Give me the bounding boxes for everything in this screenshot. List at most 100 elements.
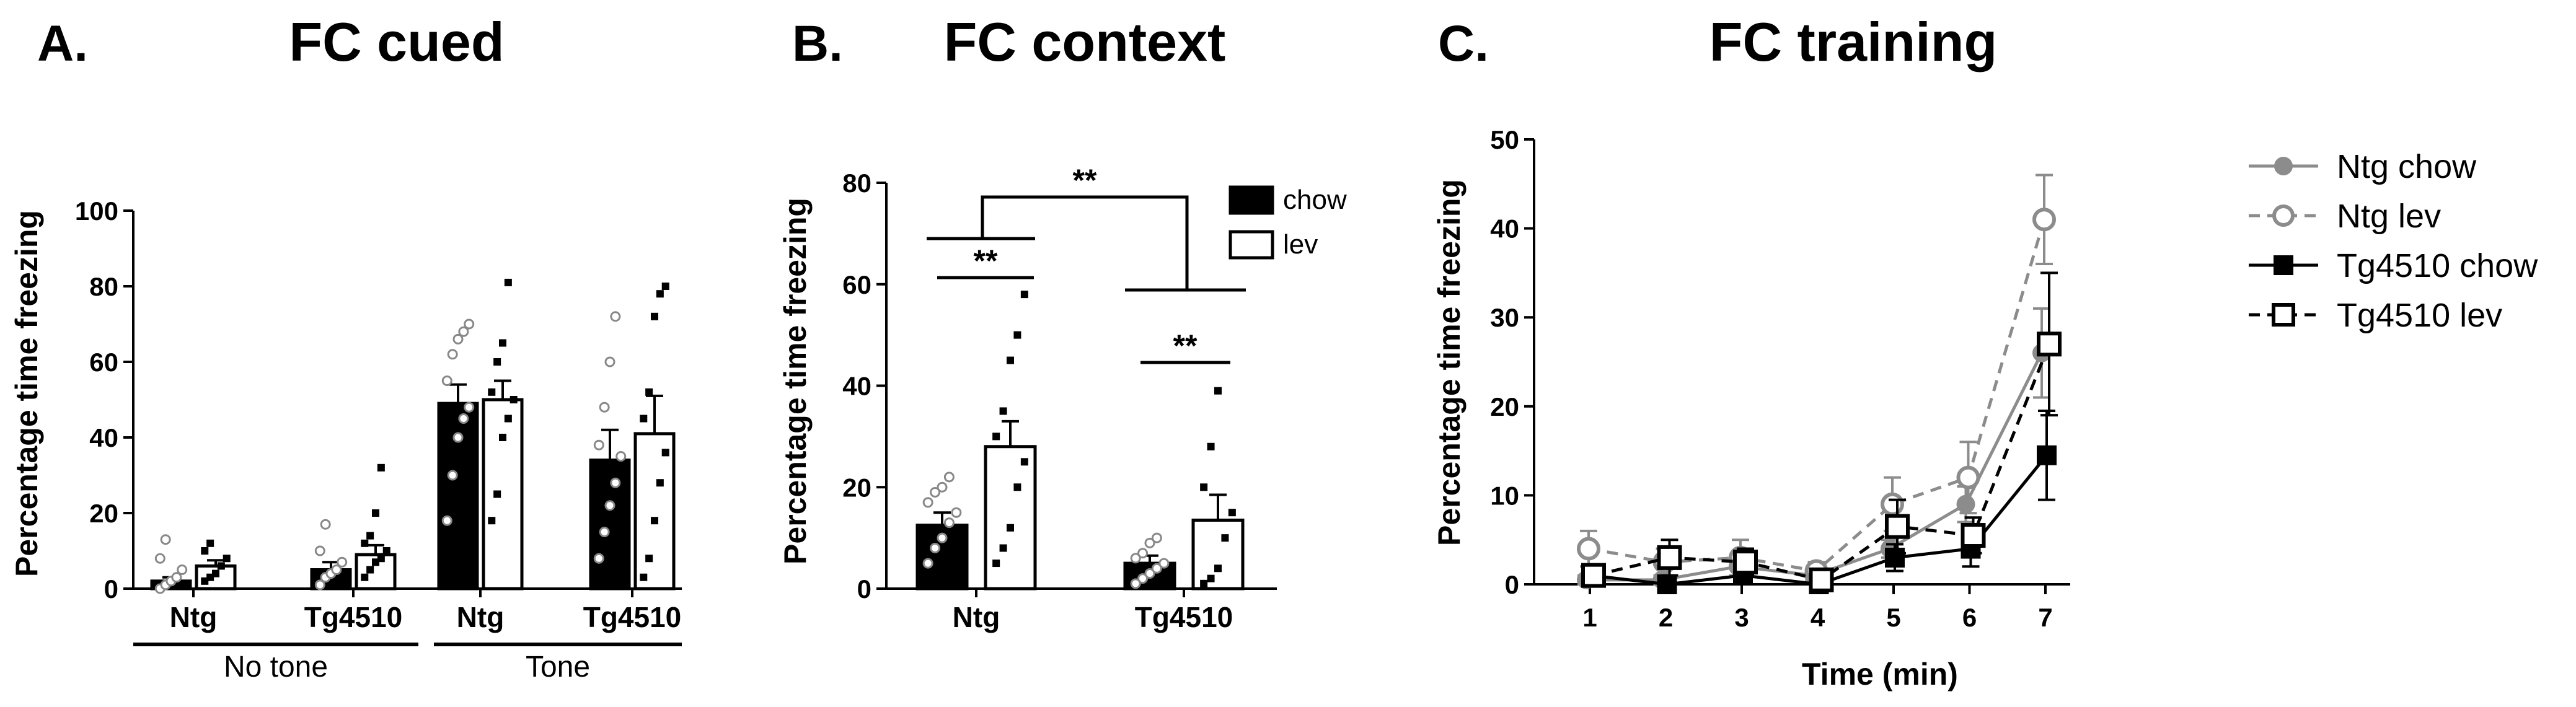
- panel-b-legend-swatch: [1228, 230, 1274, 260]
- panel-c-point: [1657, 574, 1677, 594]
- a-y-tick-label: 80: [89, 272, 118, 301]
- panel-c-point: [2037, 445, 2057, 465]
- panel-c: C. FC training Percentage time freezing …: [1432, 11, 2538, 692]
- b-point: [1007, 356, 1014, 364]
- b-point: [943, 517, 955, 529]
- a-point: [464, 318, 475, 330]
- a-point: [314, 545, 325, 556]
- b-point: [1007, 524, 1014, 532]
- a-point: [640, 573, 648, 581]
- a-point: [154, 553, 165, 564]
- a-point: [656, 479, 664, 487]
- panel-c-legend-label: Tg4510 lev: [2337, 297, 2502, 334]
- b-point: [1221, 534, 1229, 542]
- panel-b-sig-bracket: [981, 195, 1189, 290]
- a-point: [361, 573, 369, 581]
- a-point: [651, 517, 658, 525]
- panel-b-plot: 0 20 40 60 80 Ntg Tg4510 ** ** ** chow lev: [842, 163, 1347, 633]
- panel-b-sig-label: **: [974, 244, 998, 278]
- b-point: [937, 532, 948, 543]
- a-point: [599, 527, 610, 537]
- a-point: [499, 339, 506, 347]
- b-point: [1207, 574, 1215, 582]
- b-point: [943, 472, 955, 483]
- a-point: [452, 432, 464, 443]
- b-point: [1144, 537, 1155, 548]
- b-point: [922, 497, 933, 508]
- b-point: [930, 486, 941, 498]
- panel-c-point: [1581, 563, 1606, 588]
- panel-a: A. FC cued Percentage time freezing 0 20 4…: [9, 11, 682, 683]
- panel-c-plot: 0 10 20 30 40 50 1 2 3 4 5 6 7: [1490, 125, 2070, 632]
- panel-c-xlabel: Time (min): [1802, 657, 1958, 692]
- panel-c-point: [1577, 537, 1600, 561]
- a-category-label: Tg4510: [583, 601, 682, 633]
- panel-c-point: [1956, 465, 1980, 490]
- b-y-tick-label: 80: [842, 169, 871, 198]
- b-point: [1137, 573, 1149, 584]
- a-point: [640, 415, 648, 423]
- a-point: [160, 534, 171, 545]
- b-point: [1151, 532, 1162, 543]
- a-point: [206, 539, 214, 547]
- a-point: [331, 564, 342, 575]
- panel-c-ylabel: Percentage time freezing: [1432, 179, 1467, 546]
- a-point: [337, 556, 348, 568]
- panel-c-legend-label: Tg4510 chow: [2337, 247, 2538, 284]
- panel-a-title: FC cued: [289, 11, 504, 72]
- a-point: [201, 547, 209, 555]
- b-point: [1144, 568, 1155, 579]
- a-point: [217, 562, 225, 570]
- a-point: [661, 283, 669, 290]
- a-point: [458, 413, 469, 424]
- a-point: [171, 572, 182, 583]
- b-point: [1013, 483, 1021, 491]
- panel-c-legend-marker: [2274, 255, 2293, 275]
- a-point: [645, 555, 653, 563]
- panel-c-point: [1657, 545, 1682, 570]
- b-point: [992, 433, 1000, 441]
- a-point: [651, 312, 658, 320]
- a-point: [361, 539, 369, 547]
- a-point: [488, 517, 496, 525]
- panel-c-point: [2037, 332, 2062, 357]
- panel-c-point: [1885, 514, 1910, 539]
- b-point: [922, 558, 933, 569]
- panel-c-letter: C.: [1438, 15, 1489, 72]
- b-point: [1151, 563, 1162, 574]
- a-category-label: Ntg: [170, 601, 218, 633]
- b-bar-lev: [984, 445, 1037, 591]
- b-category-label: Ntg: [953, 601, 1000, 633]
- b-point: [1228, 509, 1236, 517]
- panel-b-letter: B.: [792, 15, 843, 72]
- b-point: [930, 543, 941, 553]
- a-point: [599, 402, 610, 413]
- panel-b-sig-label: **: [1073, 163, 1097, 198]
- a-y-tick-label: 60: [89, 348, 118, 377]
- a-point: [615, 451, 627, 462]
- panel-a-letter: A.: [37, 15, 88, 72]
- panel-c-point: [1809, 567, 1834, 592]
- panel-c-y-tick-label: 50: [1490, 125, 1519, 154]
- a-point: [320, 519, 331, 530]
- panel-b-ylabel: Percentage time freezing: [778, 198, 813, 564]
- panel-a-group-label: Tone: [526, 651, 590, 683]
- a-point: [493, 490, 501, 498]
- a-point: [464, 402, 475, 413]
- a-point: [499, 434, 506, 441]
- b-point: [1200, 579, 1208, 587]
- panel-b-legend-label: lev: [1283, 229, 1318, 260]
- a-point: [377, 555, 385, 563]
- a-point: [452, 333, 464, 345]
- b-point: [1013, 331, 1021, 339]
- panel-c-y-tick-label: 40: [1490, 214, 1519, 244]
- a-point: [177, 564, 188, 575]
- panel-c-legend-label: Ntg lev: [2337, 198, 2441, 235]
- b-point: [999, 544, 1007, 552]
- b-y-tick-label: 60: [842, 270, 871, 299]
- panel-b-legend-swatch: [1228, 185, 1274, 215]
- b-point: [1020, 458, 1028, 466]
- panel-c-x-tick-label: 6: [1962, 603, 1977, 632]
- b-point: [951, 507, 962, 518]
